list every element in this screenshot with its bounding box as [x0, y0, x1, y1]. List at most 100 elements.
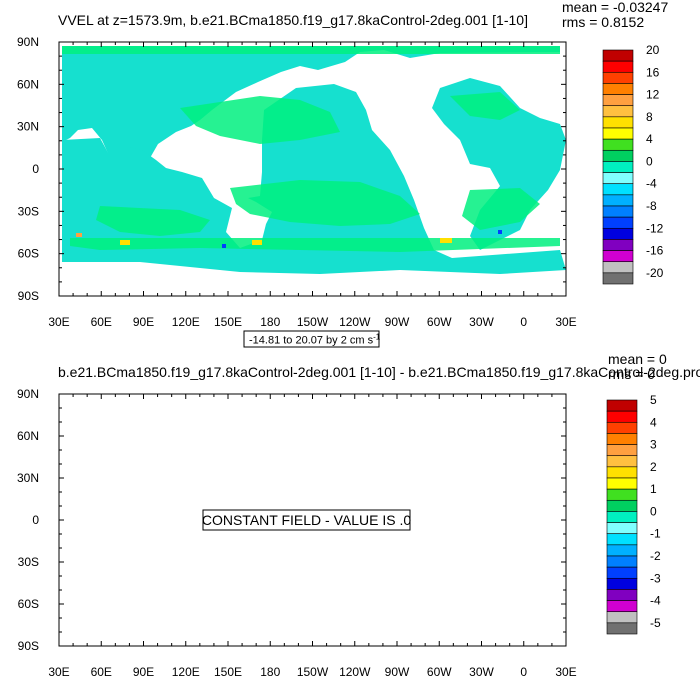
positive-anomaly [180, 96, 340, 144]
top-x-tick-label: 120E [172, 315, 200, 329]
bottom-colorbar-label: -5 [650, 616, 661, 630]
bottom-colorbar-box [606, 589, 638, 601]
positive-anomaly [450, 92, 520, 120]
bottom-x-tick-label: 0 [520, 665, 527, 679]
contour-info-box [243, 330, 380, 348]
top-colorbar-box [602, 205, 634, 218]
constant-field-box [202, 509, 411, 531]
positive-anomaly [462, 188, 540, 230]
bottom-colorbar-box [606, 499, 638, 512]
top-colorbar-label: 12 [646, 88, 660, 102]
constant-field-label: CONSTANT FIELD - VALUE IS .0 [202, 512, 411, 528]
top-colorbar-box [602, 105, 634, 118]
top-rms-label: rms = 0.8152 [562, 14, 644, 30]
bottom-colorbar-box [606, 433, 638, 445]
bottom-x-tick-label: 120E [172, 665, 200, 679]
ocean-region [62, 46, 560, 162]
anomaly-spot [222, 244, 226, 248]
top-colorbar-box [602, 116, 634, 129]
top-contour-info: -14.81 to 20.07 by 2 cm s-1 [243, 330, 381, 348]
bottom-colorbar-label: 5 [650, 393, 657, 407]
top-x-tick-label: 180 [260, 315, 280, 329]
bottom-x-tick-labels: 30E 60E 90E 120E 150E 180 150W 120W 90W 60W 30W 0 30… [48, 665, 576, 679]
top-colorbar-box [602, 239, 634, 251]
top-ocean-field [62, 46, 566, 274]
bottom-colorbar-label: 3 [650, 438, 657, 452]
bottom-colorbar-label: -4 [650, 594, 661, 608]
bottom-x-tick-label: 120W [339, 665, 371, 679]
bottom-colorbar-label: -3 [650, 571, 661, 585]
bottom-x-tick-label: 60W [427, 665, 452, 679]
bottom-colorbar-box [606, 555, 638, 568]
bottom-x-tick-label: 150W [297, 665, 329, 679]
top-y-tick-label: 60S [18, 247, 39, 261]
bottom-title: b.e21.BCma1850.f19_g17.8kaControl-2deg.0… [58, 364, 700, 380]
bottom-x-tick-label: 90W [385, 665, 410, 679]
bottom-colorbar-label: 0 [650, 504, 657, 518]
bottom-colorbar-box [606, 410, 638, 423]
top-colorbar-box [602, 138, 634, 151]
bottom-y-tick-label: 60N [17, 429, 39, 443]
top-colorbar: 20 16 12 8 4 0 -4 -8 -12 -16 -20 [602, 43, 664, 285]
positive-anomaly [62, 46, 560, 54]
anomaly-spot [252, 240, 262, 245]
top-colorbar-box [602, 94, 634, 107]
contour-info-text: -14.81 to 20.07 by 2 cm s-1 [249, 333, 381, 347]
bottom-colorbar-label: 1 [650, 482, 657, 496]
bottom-map: CONSTANT FIELD - VALUE IS .0 [58, 393, 567, 647]
bottom-colorbar-box [606, 611, 638, 624]
bottom-colorbar-box [606, 488, 638, 501]
top-colorbar-box [602, 250, 634, 263]
top-colorbar-label: -12 [646, 221, 664, 235]
bottom-x-tick-label: 60E [91, 665, 112, 679]
anomaly-spot [120, 240, 130, 245]
top-x-tick-label: 60E [91, 315, 112, 329]
bottom-y-tick-label: 60S [18, 597, 39, 611]
top-x-tick-label: 30E [555, 315, 576, 329]
top-x-tick-label: 90W [385, 315, 410, 329]
top-map-frame [58, 41, 567, 297]
bottom-colorbar-box [606, 466, 638, 479]
top-colorbar-box [602, 60, 634, 73]
contour-info-exponent: -1 [373, 333, 381, 342]
top-colorbar-box [602, 71, 634, 84]
bottom-x-tick-label: 150E [214, 665, 242, 679]
top-x-tick-labels: 30E 60E 90E 120E 150E 180 150W 120W 90W 60W 30W 0 30… [48, 315, 576, 329]
top-colorbar-box [602, 227, 634, 240]
bottom-colorbar-box [606, 477, 638, 490]
bottom-colorbar-box [606, 600, 638, 613]
top-colorbar-box [602, 194, 634, 207]
top-x-tick-label: 120W [339, 315, 371, 329]
top-colorbar-box [602, 272, 634, 285]
bottom-colorbar-box [606, 399, 638, 412]
contour-info-main: -14.81 to 20.07 by 2 cm s [249, 335, 374, 347]
bottom-x-tick-label: 90E [133, 665, 154, 679]
bottom-y-tick-label: 90S [18, 639, 39, 653]
positive-anomaly [96, 206, 210, 236]
bottom-colorbar-label: 4 [650, 415, 657, 429]
top-colorbar-box [602, 49, 634, 62]
top-title: VVEL at z=1573.9m, b.e21.BCma1850.f19_g1… [58, 12, 528, 28]
top-x-tick-label: 0 [520, 315, 527, 329]
top-colorbar-label: -8 [646, 199, 657, 213]
top-map [58, 41, 567, 297]
bottom-colorbar-box [606, 533, 638, 546]
top-colorbar-label: -20 [646, 266, 664, 280]
top-colorbar-box [602, 261, 634, 274]
bottom-x-tick-label: 30E [48, 665, 69, 679]
top-x-tick-label: 30W [469, 315, 494, 329]
top-y-tick-label: 60N [17, 77, 39, 91]
top-colorbar-label: 20 [646, 43, 660, 57]
top-y-tick-label: 90S [18, 289, 39, 303]
top-colorbar-label: -4 [646, 177, 657, 191]
bottom-colorbar-box [606, 455, 638, 468]
anomaly-spot [498, 230, 502, 234]
bottom-colorbar-box [606, 444, 638, 457]
bottom-colorbar-box [606, 566, 638, 579]
top-y-tick-label: 30S [18, 204, 39, 218]
anomaly-spot [440, 238, 452, 243]
bottom-y-tick-label: 30S [18, 555, 39, 569]
top-colorbar-label: 4 [646, 132, 653, 146]
top-y-tick-label: 30N [17, 120, 39, 134]
